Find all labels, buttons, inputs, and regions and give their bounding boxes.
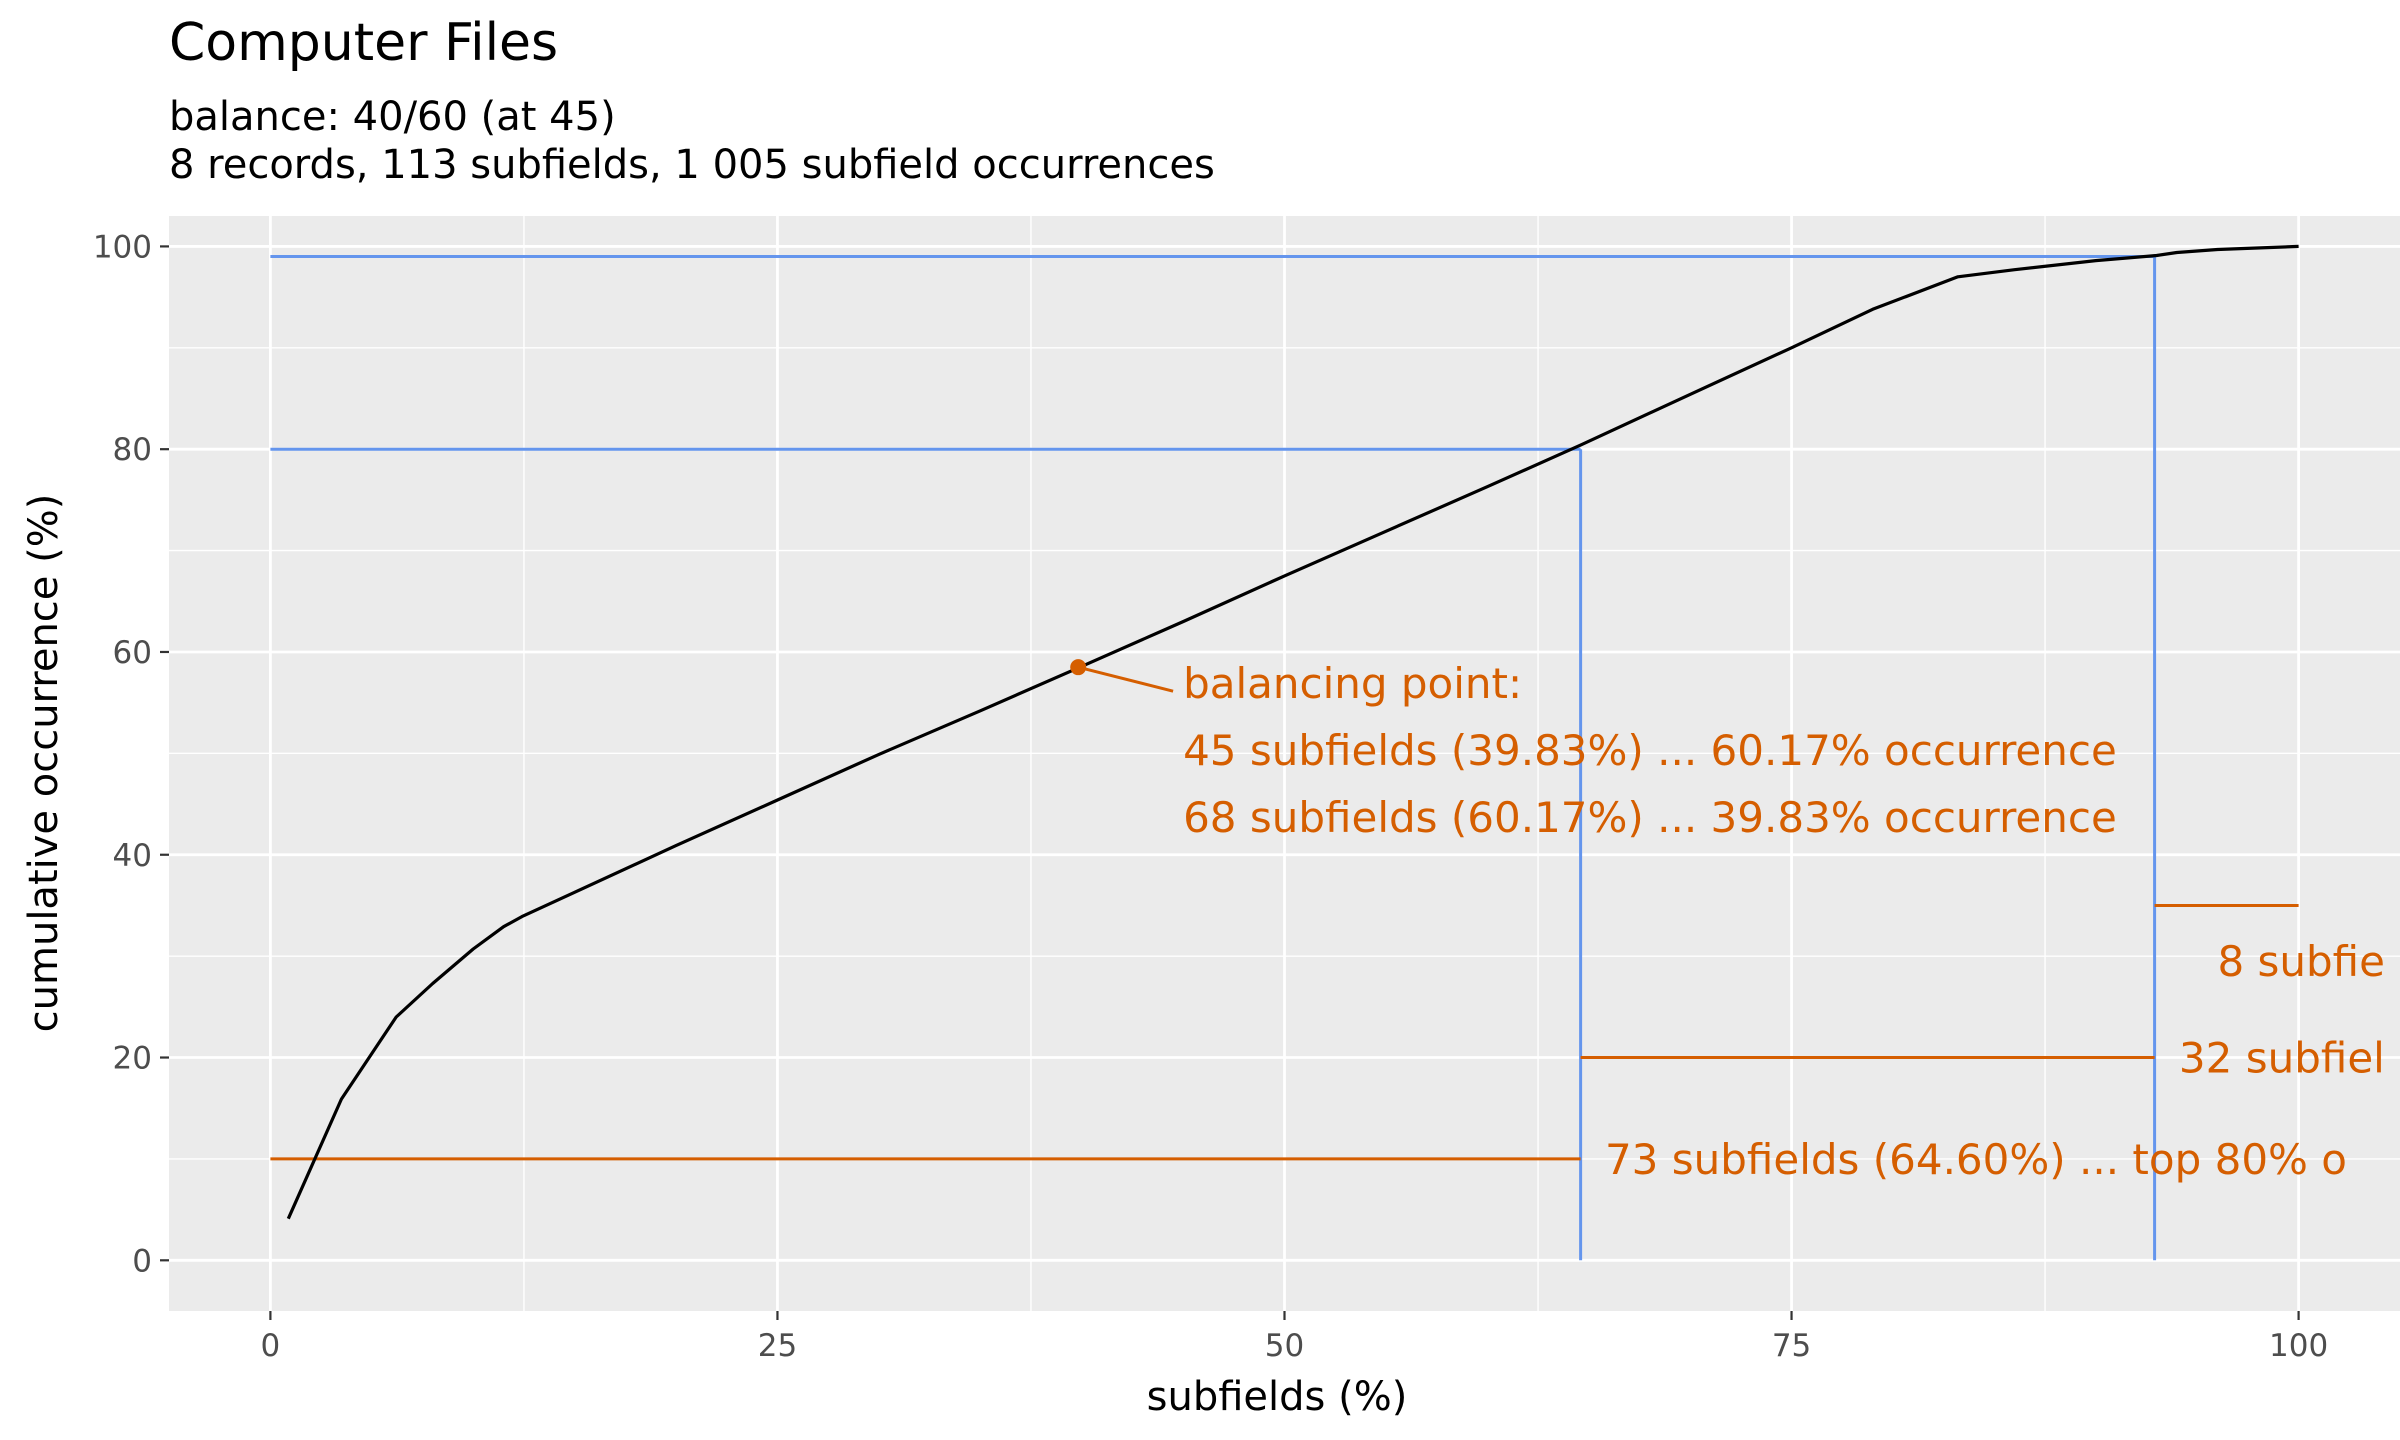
reference-lines bbox=[270, 255, 2157, 1261]
x-tick-label: 50 bbox=[1265, 1328, 1304, 1364]
range-annotations: 73 subfields (64.60%) ... top 80% o 32 su… bbox=[270, 903, 2385, 1184]
y-tick-label: 60 bbox=[113, 635, 152, 671]
balancing-point-marker bbox=[1070, 659, 1087, 676]
x-tick-label: 75 bbox=[1772, 1328, 1811, 1364]
curve-layer bbox=[286, 244, 2299, 1220]
range-label: 73 subfields (64.60%) ... top 80% o bbox=[1605, 1135, 2347, 1184]
cumulative-curve bbox=[286, 244, 2299, 1220]
balancing-point-layer: balancing point: 45 subfields (39.83%) ..… bbox=[1070, 659, 2117, 842]
balancing-point-connector bbox=[1077, 665, 1174, 693]
y-tick-label: 20 bbox=[113, 1041, 152, 1077]
balancing-point-label: 45 subfields (39.83%) ... 60.17% occurre… bbox=[1183, 726, 2117, 775]
x-tick-label: 100 bbox=[2269, 1328, 2328, 1364]
x-axis: 0 25 50 75 100 bbox=[261, 1311, 2328, 1364]
range-label: 8 subfie bbox=[2217, 937, 2385, 986]
balancing-point-label: balancing point: bbox=[1183, 659, 1522, 708]
chart-subtitle-line2: 8 records, 113 subfields, 1 005 subfield… bbox=[169, 142, 1215, 188]
x-axis-title: subfields (%) bbox=[1147, 1374, 1408, 1420]
x-tick-label: 0 bbox=[261, 1328, 281, 1364]
balancing-point-label: 68 subfields (60.17%) ... 39.83% occurre… bbox=[1183, 793, 2117, 842]
y-axis: 0 20 40 60 80 100 bbox=[93, 229, 169, 1279]
range-label: 32 subfiel bbox=[2179, 1034, 2385, 1083]
y-tick-label: 0 bbox=[132, 1243, 152, 1279]
chart-subtitle-line1: balance: 40/60 (at 45) bbox=[169, 94, 616, 140]
y-tick-label: 100 bbox=[93, 229, 152, 265]
y-tick-label: 80 bbox=[113, 432, 152, 468]
y-axis-title: cumulative occurrence (%) bbox=[21, 494, 67, 1033]
x-tick-label: 25 bbox=[758, 1328, 797, 1364]
y-tick-label: 40 bbox=[113, 838, 152, 874]
chart-title: Computer Files bbox=[169, 13, 558, 73]
